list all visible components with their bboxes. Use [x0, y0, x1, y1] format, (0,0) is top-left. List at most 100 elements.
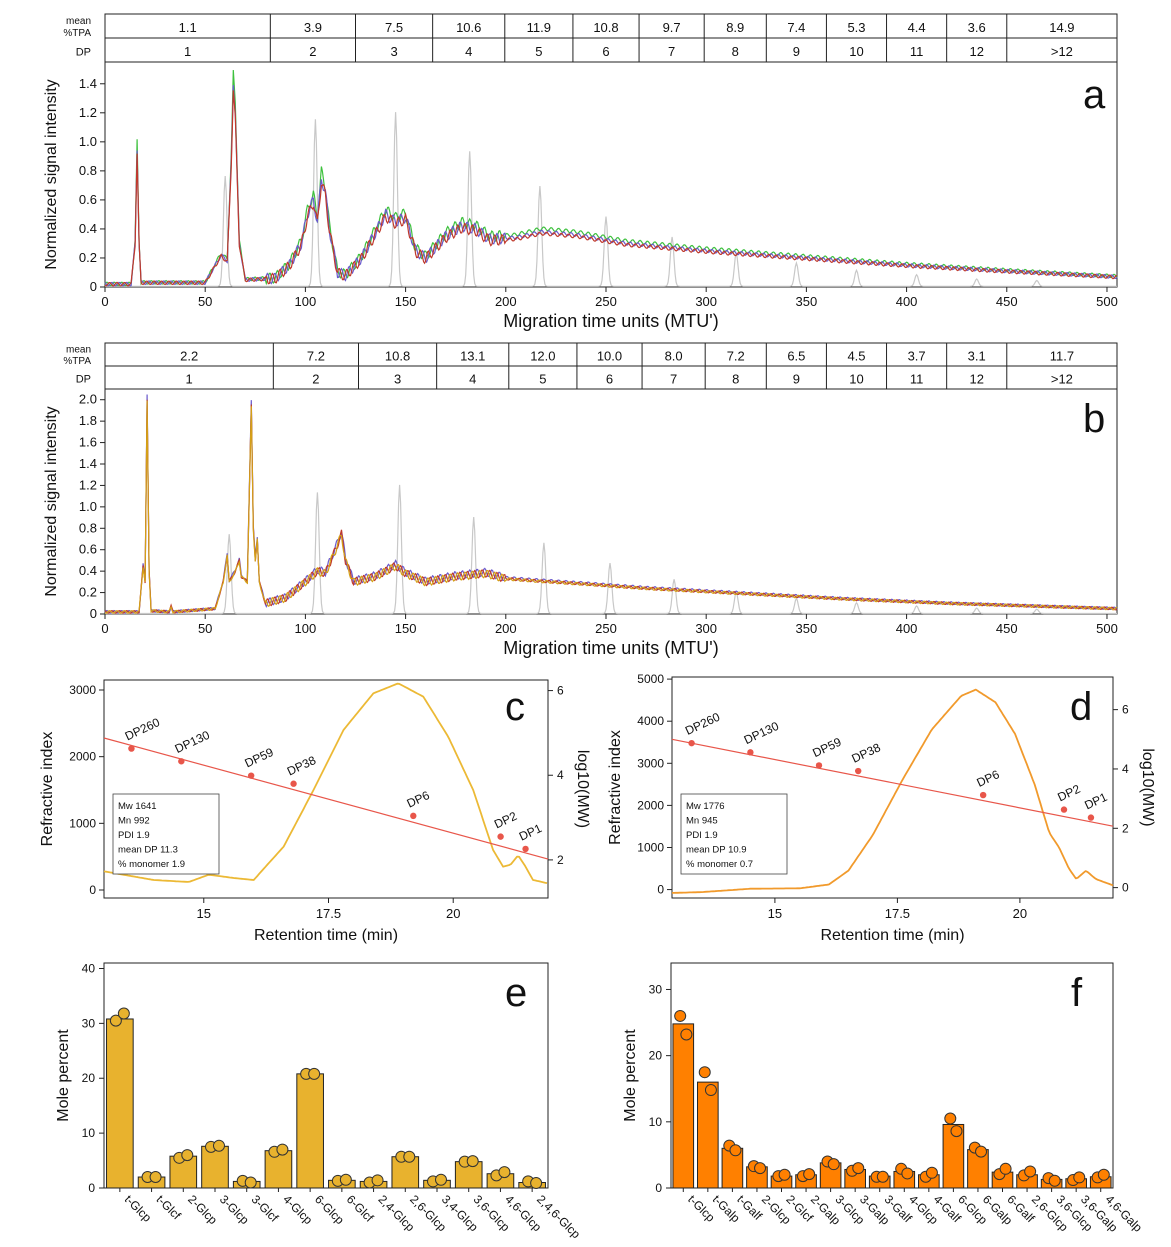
y2-axis-label: log10(MW): [574, 750, 591, 828]
ladder-trace: [105, 112, 1117, 287]
tpa-value: 5.3: [847, 20, 865, 35]
stats-line: mean DP 10.9: [686, 845, 747, 856]
plot-frame: [104, 388, 1118, 615]
replicate-point: [117, 1007, 130, 1020]
standard-point: [128, 745, 135, 752]
replicate-point: [876, 1170, 889, 1183]
replicate-point: [674, 1009, 687, 1022]
standard-point: [290, 780, 297, 787]
category-label: 2,4,6-Glcp: [534, 1192, 583, 1241]
standard-point: [815, 762, 823, 769]
tpa-value: 4.5: [847, 348, 865, 363]
plot-frame: [671, 676, 1114, 899]
x-axis-label: Migration time units (MTU'): [503, 638, 718, 658]
stats-line: Mn 945: [686, 816, 718, 827]
header-label-tpa: %TPA: [63, 28, 91, 39]
y-tick-label: 2000: [69, 750, 96, 764]
y-axis-label: Normalized signal intensity: [43, 79, 60, 269]
series-line-2: [104, 399, 1118, 614]
panel-e-letter: e: [505, 971, 527, 1015]
tpa-value: 3.9: [304, 20, 322, 35]
y-tick-label: 20: [82, 1071, 96, 1085]
tpa-value: 4.4: [908, 20, 926, 35]
header-label-mean: mean: [66, 345, 91, 356]
dp-value: 4: [469, 371, 476, 386]
x-axis-label: Migration time units (MTU'): [503, 311, 718, 331]
standard-point: [410, 812, 417, 820]
standard-point: [1087, 814, 1095, 821]
y-tick-label: 0: [90, 279, 97, 294]
x-tick-label: 350: [796, 294, 818, 309]
stats-box: [680, 793, 788, 875]
standard-label: DP6: [405, 788, 432, 811]
panel-c-letter: c: [505, 685, 525, 729]
y-tick-label: 1.2: [79, 105, 97, 120]
category-label: 2-Glcp: [185, 1192, 220, 1227]
y-tick-label: 0.6: [79, 192, 97, 207]
replicate-point: [698, 1066, 711, 1079]
x-tick-label: 150: [395, 621, 417, 636]
tpa-value: 7.2: [307, 348, 325, 363]
x-tick-label: 20: [1013, 906, 1027, 921]
x-tick-label: 200: [495, 621, 517, 636]
tpa-value: 8.0: [665, 348, 683, 363]
series-line-3: [104, 400, 1118, 615]
x-axis-label: Retention time (min): [254, 927, 398, 944]
x-tick-label: 450: [996, 621, 1018, 636]
y-tick-label: 1.2: [79, 477, 97, 492]
replicate-point: [852, 1162, 865, 1175]
stats-box: [112, 793, 220, 875]
tpa-value: 10.0: [597, 348, 622, 363]
plot-frame: [104, 61, 1118, 288]
y-tick-label: 30: [82, 1016, 96, 1030]
standard-point: [688, 739, 695, 747]
bar: [296, 1073, 324, 1189]
replicate-point: [925, 1166, 938, 1179]
y-tick-label: 1000: [637, 840, 664, 854]
tpa-value: 11.9: [527, 20, 551, 35]
header-label-dp: DP: [76, 374, 91, 386]
bar: [697, 1081, 719, 1189]
category-label: 6-Glcf: [344, 1192, 377, 1225]
y-tick-label: 10: [82, 1126, 96, 1140]
replicate-point: [803, 1168, 816, 1181]
replicate-point: [950, 1125, 963, 1138]
dp-value: 6: [602, 44, 609, 59]
replicate-point: [109, 1014, 122, 1027]
stats-line: % monomer 1.9: [118, 859, 185, 870]
tpa-value: 10.8: [385, 348, 410, 363]
replicate-point: [999, 1162, 1012, 1175]
header-label-dp: DP: [76, 46, 91, 58]
bar: [264, 1150, 293, 1189]
x-tick-label: 350: [796, 621, 818, 636]
x-tick-label: 300: [695, 294, 717, 309]
stats-line: PDI 1.9: [686, 830, 718, 841]
category-label: t-Glcp: [685, 1192, 718, 1225]
replicate-point: [371, 1174, 384, 1187]
standard-point: [247, 772, 255, 779]
refractive-index-trace: [672, 688, 1114, 894]
tpa-value: 14.9: [1049, 20, 1074, 35]
y-tick-label: 4000: [637, 714, 664, 728]
tpa-value: 6.5: [787, 348, 805, 363]
tpa-value: 1.1: [179, 20, 197, 35]
replicate-point: [181, 1149, 194, 1162]
replicate-point: [975, 1145, 988, 1158]
dp-value: 3: [394, 371, 401, 386]
stats-line: Mn 992: [118, 816, 150, 827]
y2-tick-label: 2: [1122, 821, 1129, 835]
y-tick-label: 3000: [637, 756, 664, 770]
x-tick-label: 0: [101, 294, 108, 309]
category-label: 4-Glcp: [280, 1192, 315, 1227]
dp-value: 10: [849, 371, 863, 386]
dp-value: 3: [390, 44, 397, 59]
panel-f-linkage-bar-chart: t-Glcpt-Galpt-Galf2-Glcp2-Glcf2-Galp3-Gl…: [622, 962, 1145, 1235]
dp-value: 9: [793, 371, 800, 386]
x-tick-label: 0: [101, 621, 108, 636]
replicate-point: [1097, 1168, 1110, 1181]
replicate-point: [704, 1084, 717, 1097]
dp-value: 12: [969, 371, 983, 386]
standard-point: [855, 767, 862, 775]
replicate-point: [244, 1176, 257, 1189]
dp-value: >12: [1051, 44, 1073, 59]
